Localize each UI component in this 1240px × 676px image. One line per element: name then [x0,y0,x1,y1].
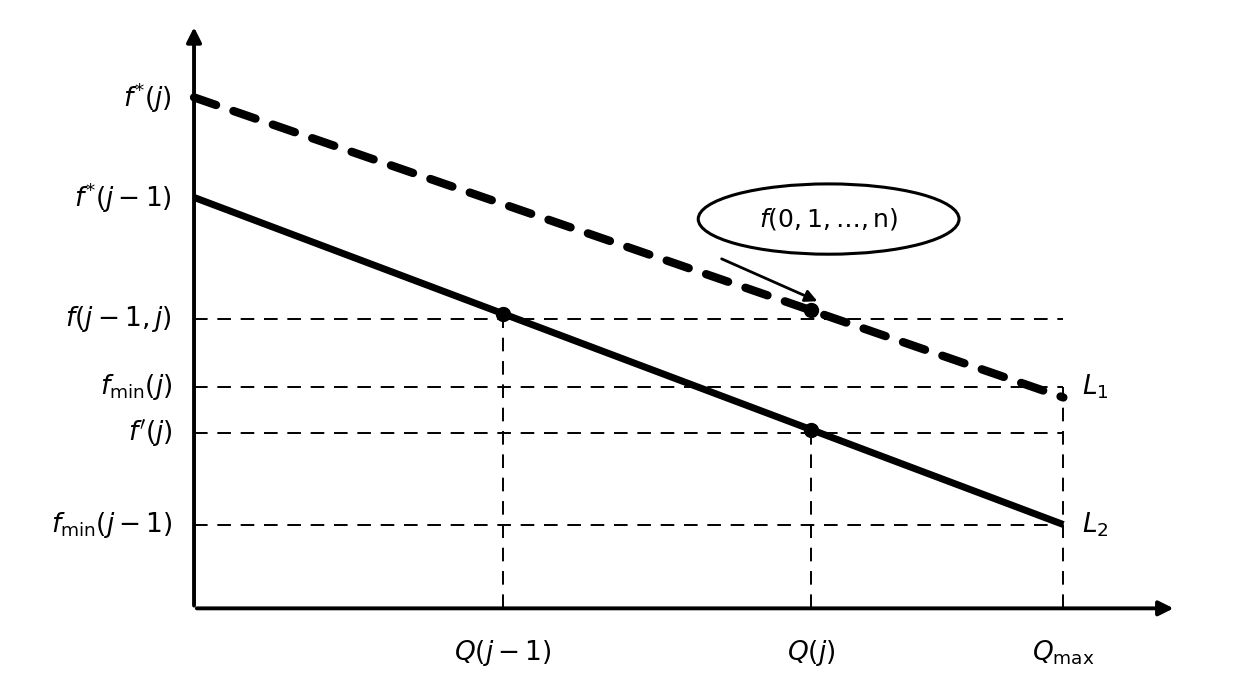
Text: $f(j-1,j)$: $f(j-1,j)$ [66,304,172,334]
Text: $f_{\min}(j-1)$: $f_{\min}(j-1)$ [51,510,172,539]
Text: $Q(j-1)$: $Q(j-1)$ [454,638,552,668]
Text: $f(0,1,\ldots,\mathrm{n})$: $f(0,1,\ldots,\mathrm{n})$ [759,206,898,232]
Text: $L_1$: $L_1$ [1083,372,1109,401]
Text: $f_{\min}(j)$: $f_{\min}(j)$ [100,372,172,402]
Text: $Q_{\max}$: $Q_{\max}$ [1032,638,1095,667]
Ellipse shape [698,184,959,254]
Text: $Q(j)$: $Q(j)$ [787,638,836,668]
Text: $f^{*}(j)$: $f^{*}(j)$ [124,80,172,115]
Text: $f^{*}(j-1)$: $f^{*}(j-1)$ [74,180,172,215]
Text: $L_2$: $L_2$ [1083,510,1109,539]
Text: $f'(j)$: $f'(j)$ [128,416,172,449]
